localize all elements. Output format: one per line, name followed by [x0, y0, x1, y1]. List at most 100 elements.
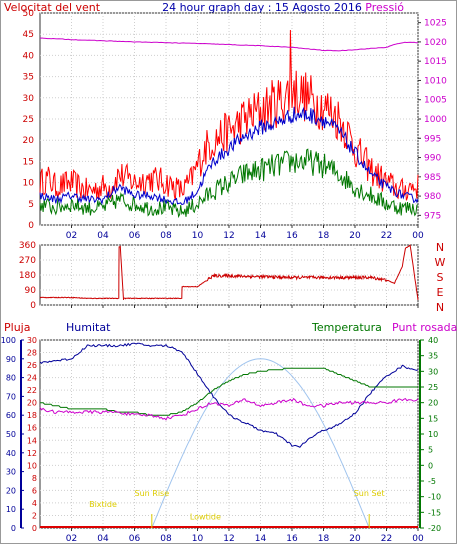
humidity-tick-label: 90 — [6, 355, 16, 364]
tide-sun-annotation: Sun Rise — [135, 489, 170, 498]
x-tick-label: 02 — [66, 534, 77, 544]
temperature-tick-label: -20 — [428, 524, 441, 533]
temperature-tick-label: -5 — [428, 477, 436, 486]
temperature-tick-label: 10 — [428, 430, 438, 439]
rain-tick-label: 24 — [27, 374, 37, 383]
wind-tick-label: 0 — [28, 221, 34, 231]
x-tick-label: 16 — [286, 534, 298, 544]
x-tick-label: 12 — [223, 231, 234, 241]
wind-direction-series — [39, 244, 419, 301]
rain-tick-label: 6 — [32, 486, 37, 495]
rain-tick-label: 2 — [32, 511, 37, 520]
temperature-tick-label: 40 — [428, 336, 438, 345]
rain-tick-label: 8 — [32, 474, 37, 483]
wind-tick-label: 45 — [23, 30, 34, 40]
x-tick-label: 08 — [160, 534, 172, 544]
x-tick-label: 04 — [97, 231, 109, 241]
pressure-tick-label: 1015 — [424, 57, 447, 67]
x-tick-label: 12 — [223, 534, 234, 544]
temperature-tick-label: 0 — [428, 461, 433, 470]
humidity-tick-label: 80 — [6, 374, 16, 383]
humidity-tick-label: 40 — [6, 449, 16, 458]
rain-tick-label: 28 — [27, 349, 37, 358]
wind-low-series — [39, 148, 419, 219]
temperature-tick-label: -10 — [428, 493, 441, 502]
rain-tick-label: 20 — [27, 399, 37, 408]
wind-average-series — [39, 106, 419, 206]
rain-tick-label: 22 — [27, 386, 37, 395]
wind-tick-label: 30 — [23, 94, 35, 104]
humidity-tick-label: 70 — [6, 392, 16, 401]
compass-label: N — [436, 241, 444, 254]
pressure-tick-label: 1010 — [424, 76, 447, 86]
temperature-tick-label: 30 — [428, 367, 438, 376]
pressure-tick-label: 1005 — [424, 96, 447, 106]
rain-tick-label: 10 — [27, 461, 37, 470]
temperature-tick-label: 15 — [428, 414, 438, 423]
rain-tick-label: 18 — [27, 411, 37, 420]
humidity-axis-title: Humitat — [66, 321, 111, 334]
x-tick-label: 02 — [66, 231, 77, 241]
x-tick-label: 22 — [381, 231, 392, 241]
x-tick-label: 00 — [412, 534, 424, 544]
pressure-tick-label: 1000 — [424, 115, 447, 125]
wind-gust-series — [39, 29, 419, 201]
humidity-series — [39, 342, 419, 448]
wind-tick-label: 40 — [23, 51, 35, 61]
direction-tick-label: 0 — [30, 301, 36, 311]
pressure-series — [39, 37, 418, 52]
x-tick-label: 20 — [349, 534, 361, 544]
compass-label: E — [437, 286, 444, 299]
x-tick-label: 14 — [255, 534, 267, 544]
rain-axis-title: Pluja — [4, 321, 30, 334]
x-tick-label: 06 — [129, 534, 141, 544]
rain-tick-label: 16 — [27, 424, 37, 433]
humidity-tick-label: 20 — [6, 486, 16, 495]
pressure-tick-label: 985 — [424, 173, 441, 183]
humidity-tick-label: 30 — [6, 468, 16, 477]
wind-tick-label: 20 — [23, 136, 35, 146]
humidity-tick-label: 100 — [1, 336, 16, 345]
pressure-tick-label: 980 — [424, 192, 441, 202]
x-tick-label: 00 — [412, 231, 424, 241]
pressure-axis-title: Pressió — [365, 1, 404, 14]
temperature-tick-label: 20 — [428, 399, 438, 408]
x-tick-label: 22 — [381, 534, 392, 544]
wind-tick-label: 10 — [23, 179, 35, 189]
direction-tick-label: 180 — [19, 271, 36, 281]
x-tick-label: 18 — [318, 534, 330, 544]
wind-axis-title: Velocitat del vent — [4, 1, 101, 14]
chart-title: 24 hour graph day : 15 Agosto 2016 — [162, 1, 362, 14]
x-tick-label: 10 — [192, 231, 204, 241]
compass-label: S — [437, 271, 444, 284]
direction-tick-label: 90 — [25, 286, 37, 296]
direction-tick-label: 270 — [19, 256, 36, 266]
compass-label: N — [436, 301, 444, 314]
temperature-tick-label: -15 — [428, 508, 441, 517]
dewpoint-series — [39, 397, 419, 421]
x-tick-label: 06 — [129, 231, 141, 241]
rain-tick-label: 26 — [27, 361, 37, 370]
tide-sun-annotation: Bixtide — [89, 500, 117, 509]
dewpoint-axis-title: Punt rosada — [392, 321, 457, 334]
rain-tick-label: 14 — [27, 436, 37, 445]
x-tick-label: 16 — [286, 231, 298, 241]
compass-label: W — [435, 256, 446, 269]
tide-sun-annotation: Sun Set — [354, 489, 385, 498]
x-tick-label: 08 — [160, 231, 172, 241]
x-tick-label: 10 — [192, 534, 204, 544]
pressure-tick-label: 990 — [424, 154, 441, 164]
x-tick-label: 18 — [318, 231, 330, 241]
temperature-tick-label: 5 — [428, 446, 433, 455]
temperature-tick-label: 25 — [428, 383, 438, 392]
sun-elevation-curve — [151, 358, 370, 529]
temperature-tick-label: 35 — [428, 352, 438, 361]
x-tick-label: 04 — [97, 534, 109, 544]
humidity-tick-label: 10 — [6, 505, 16, 514]
pressure-tick-label: 975 — [424, 211, 441, 221]
humidity-tick-label: 0 — [11, 524, 16, 533]
wind-tick-label: 15 — [23, 157, 34, 167]
